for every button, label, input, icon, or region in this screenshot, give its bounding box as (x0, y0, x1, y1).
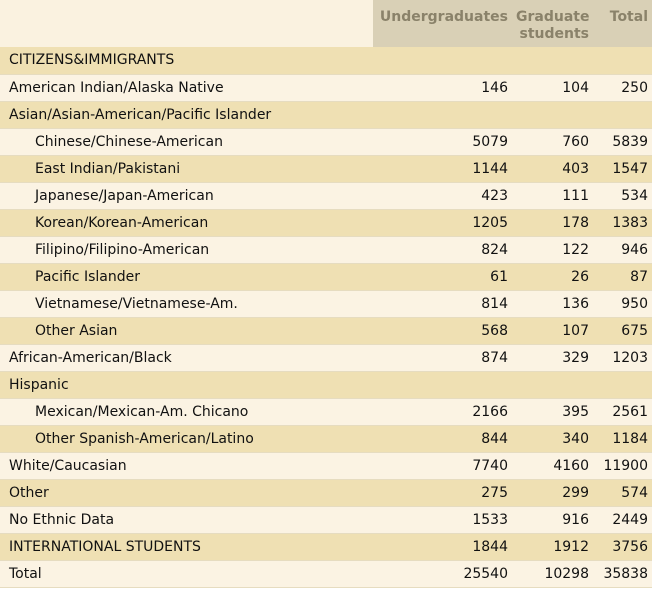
cell-value: 136 (512, 290, 593, 318)
cell-value: 814 (373, 290, 512, 318)
cell-value: 946 (593, 236, 652, 264)
row-label: East Indian/Pakistani (0, 155, 373, 183)
cell-value: 574 (593, 479, 652, 507)
cell-value: 1844 (373, 533, 512, 561)
cell-value: 11900 (593, 452, 652, 480)
row-label: White/Caucasian (0, 452, 373, 480)
cell-value: 122 (512, 236, 593, 264)
cell-value: 874 (373, 344, 512, 372)
cell-value: 26 (512, 263, 593, 291)
column-header: Total (593, 0, 652, 47)
cell-value: 5839 (593, 128, 652, 156)
table-row: Hispanic (0, 371, 652, 399)
table-row: Asian/Asian-American/Pacific Islander (0, 101, 652, 129)
row-label: Hispanic (0, 371, 652, 399)
table-row: No Ethnic Data 1533 916 2449 (0, 506, 652, 534)
cell-value: 4160 (512, 452, 593, 480)
cell-value: 916 (512, 506, 593, 534)
table-row: American Indian/Alaska Native 146 104 250 (0, 74, 652, 102)
cell-value: 275 (373, 479, 512, 507)
row-label: African-American/Black (0, 344, 373, 372)
row-label: Total (0, 560, 373, 588)
cell-value: 950 (593, 290, 652, 318)
cell-value: 299 (512, 479, 593, 507)
cell-value: 5079 (373, 128, 512, 156)
cell-value: 178 (512, 209, 593, 237)
cell-value: 87 (593, 263, 652, 291)
table-row: Korean/Korean-American 1205 178 1383 (0, 209, 652, 237)
cell-value: 10298 (512, 560, 593, 588)
cell-value: 1383 (593, 209, 652, 237)
cell-value: 844 (373, 425, 512, 453)
row-label: Korean/Korean-American (0, 209, 373, 237)
table-row: Pacific Islander 61 26 87 (0, 263, 652, 291)
table-row: African-American/Black 874 329 1203 (0, 344, 652, 372)
cell-value: 423 (373, 182, 512, 210)
row-label: Other Asian (0, 317, 373, 345)
cell-value: 61 (373, 263, 512, 291)
row-label: Chinese/Chinese-American (0, 128, 373, 156)
table-row: White/Caucasian 7740 4160 11900 (0, 452, 652, 480)
table-row: Other Spanish-American/Latino 844 340 1184 (0, 425, 652, 453)
cell-value: 1547 (593, 155, 652, 183)
cell-value: 107 (512, 317, 593, 345)
cell-value: 7740 (373, 452, 512, 480)
row-label: Japanese/Japan-American (0, 182, 373, 210)
cell-value: 395 (512, 398, 593, 426)
row-label: CITIZENS&IMMIGRANTS (0, 47, 652, 75)
cell-value: 1203 (593, 344, 652, 372)
cell-value: 250 (593, 74, 652, 102)
cell-value: 35838 (593, 560, 652, 588)
row-label: No Ethnic Data (0, 506, 373, 534)
table-row: Mexican/Mexican-Am. Chicano 2166 395 2561 (0, 398, 652, 426)
cell-value: 3756 (593, 533, 652, 561)
cell-value: 329 (512, 344, 593, 372)
table-row: Filipino/Filipino-American 824 122 946 (0, 236, 652, 264)
cell-value: 534 (593, 182, 652, 210)
column-header: Undergraduates (373, 0, 512, 47)
cell-value: 2561 (593, 398, 652, 426)
table-row: Total 25540 10298 35838 (0, 560, 652, 588)
cell-value: 25540 (373, 560, 512, 588)
cell-value: 824 (373, 236, 512, 264)
row-label: Vietnamese/Vietnamese-Am. (0, 290, 373, 318)
row-label: Other Spanish-American/Latino (0, 425, 373, 453)
cell-value: 1912 (512, 533, 593, 561)
row-label: Pacific Islander (0, 263, 373, 291)
cell-value: 1533 (373, 506, 512, 534)
row-label: Mexican/Mexican-Am. Chicano (0, 398, 373, 426)
cell-value: 1144 (373, 155, 512, 183)
cell-value: 104 (512, 74, 593, 102)
cell-value: 760 (512, 128, 593, 156)
cell-value: 403 (512, 155, 593, 183)
cell-value: 1184 (593, 425, 652, 453)
table-row: Vietnamese/Vietnamese-Am. 814 136 950 (0, 290, 652, 318)
table-row: CITIZENS&IMMIGRANTS (0, 47, 652, 75)
table-body: CITIZENS&IMMIGRANTS American Indian/Alask… (0, 47, 652, 588)
table-row: Other 275 299 574 (0, 479, 652, 507)
header-blank (0, 0, 373, 47)
header-row: Undergraduates Graduate students Total (0, 0, 652, 47)
row-label: INTERNATIONAL STUDENTS (0, 533, 373, 561)
row-label: American Indian/Alaska Native (0, 74, 373, 102)
cell-value: 675 (593, 317, 652, 345)
table-row: INTERNATIONAL STUDENTS 1844 1912 3756 (0, 533, 652, 561)
cell-value: 2166 (373, 398, 512, 426)
table-row: Other Asian 568 107 675 (0, 317, 652, 345)
table-row: East Indian/Pakistani 1144 403 1547 (0, 155, 652, 183)
row-label: Filipino/Filipino-American (0, 236, 373, 264)
table-row: Japanese/Japan-American 423 111 534 (0, 182, 652, 210)
cell-value: 111 (512, 182, 593, 210)
enrollment-table: Undergraduates Graduate students Total C… (0, 0, 652, 588)
cell-value: 1205 (373, 209, 512, 237)
row-label: Other (0, 479, 373, 507)
column-header: Graduate students (512, 0, 593, 47)
cell-value: 340 (512, 425, 593, 453)
cell-value: 146 (373, 74, 512, 102)
cell-value: 2449 (593, 506, 652, 534)
row-label: Asian/Asian-American/Pacific Islander (0, 101, 652, 129)
table-row: Chinese/Chinese-American 5079 760 5839 (0, 128, 652, 156)
cell-value: 568 (373, 317, 512, 345)
